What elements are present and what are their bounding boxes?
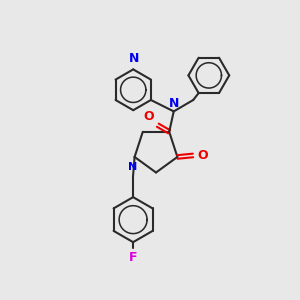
Text: N: N (169, 97, 179, 110)
Text: O: O (143, 110, 154, 123)
Text: N: N (129, 52, 139, 65)
Text: N: N (128, 162, 138, 172)
Text: F: F (129, 251, 137, 264)
Text: O: O (197, 149, 208, 162)
